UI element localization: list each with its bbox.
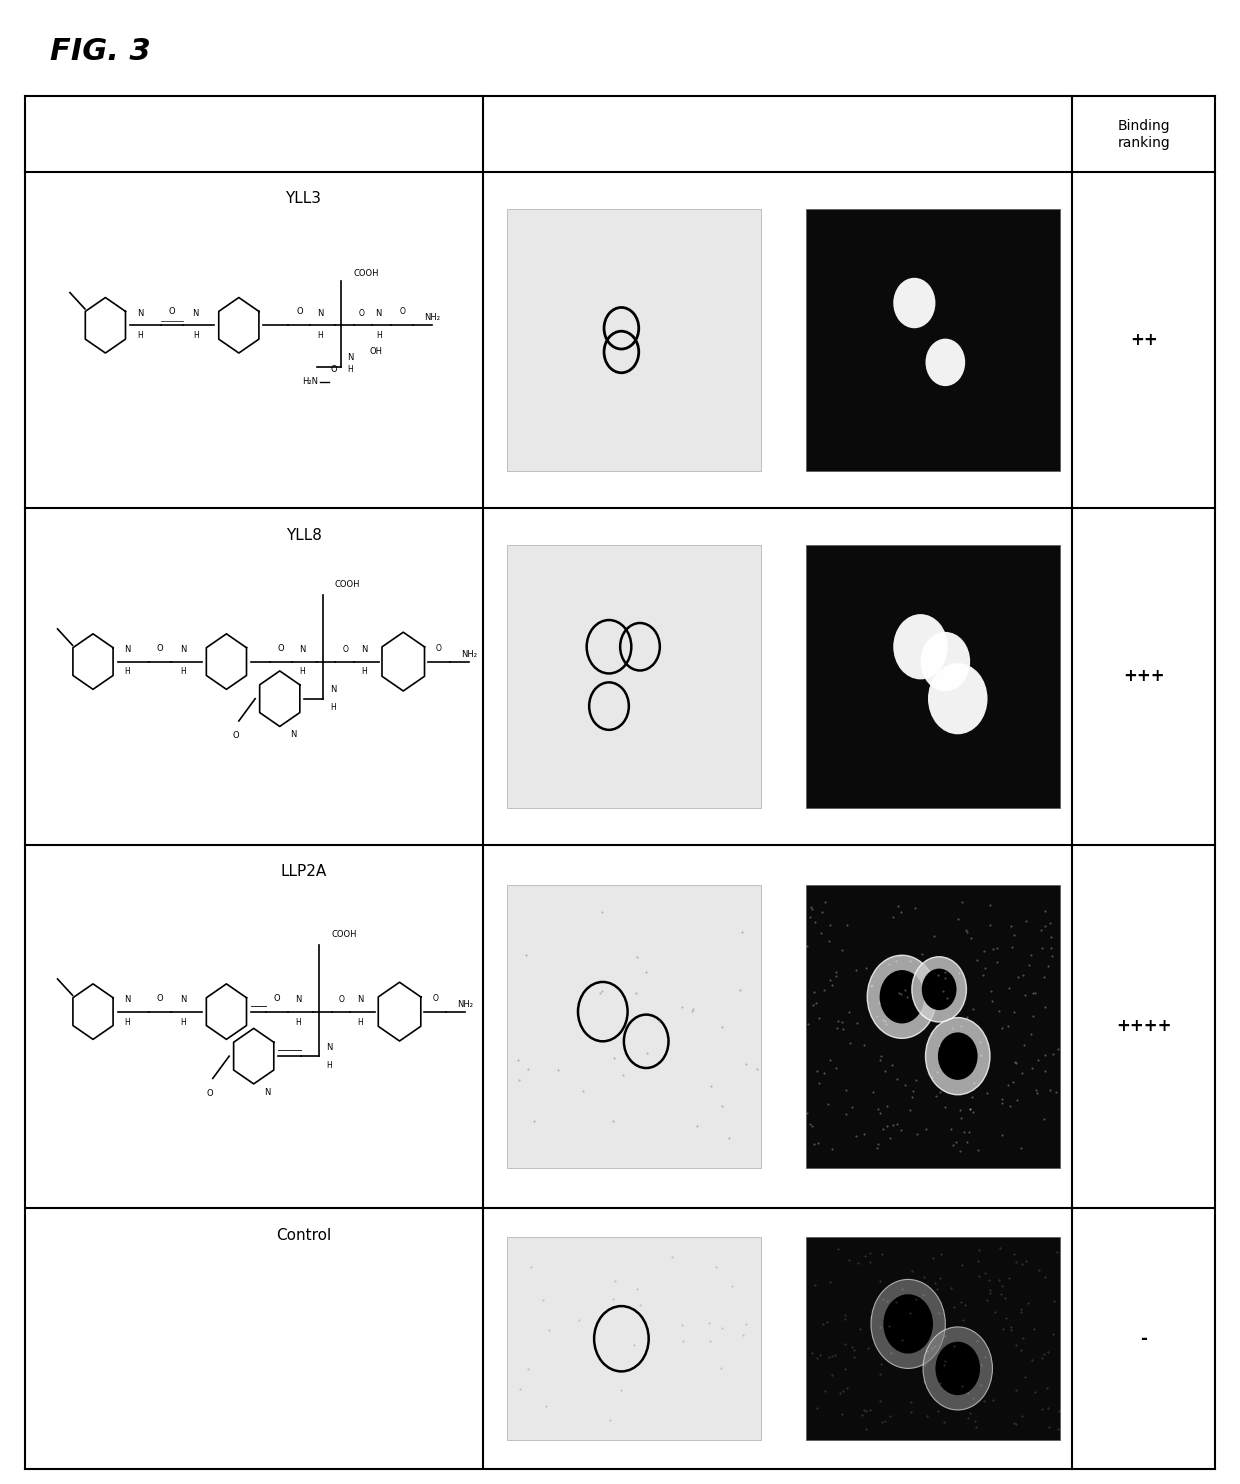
Text: N: N xyxy=(317,309,324,318)
Text: -: - xyxy=(1141,1330,1147,1347)
Text: O: O xyxy=(339,996,345,1005)
Text: N: N xyxy=(361,646,367,654)
Text: N: N xyxy=(330,686,336,695)
Bar xyxy=(507,1238,761,1441)
Circle shape xyxy=(935,1342,980,1395)
Text: N: N xyxy=(357,996,363,1005)
Circle shape xyxy=(928,663,987,735)
Bar xyxy=(806,209,1060,472)
Text: O: O xyxy=(278,644,284,653)
Text: H: H xyxy=(295,1018,301,1027)
Circle shape xyxy=(925,1018,990,1095)
Text: N: N xyxy=(180,646,186,654)
Text: H: H xyxy=(299,668,305,677)
Text: H₂N: H₂N xyxy=(303,377,319,386)
Circle shape xyxy=(921,969,956,1011)
Text: H: H xyxy=(136,331,143,340)
Circle shape xyxy=(893,614,947,680)
Text: ++++: ++++ xyxy=(1116,1018,1172,1036)
Text: N: N xyxy=(124,646,130,654)
Text: O: O xyxy=(436,644,441,653)
Text: N: N xyxy=(295,996,301,1005)
Text: O: O xyxy=(156,994,162,1003)
Text: N: N xyxy=(347,353,353,362)
Circle shape xyxy=(893,278,935,328)
Circle shape xyxy=(870,1279,945,1368)
Text: O: O xyxy=(274,994,280,1003)
Bar xyxy=(806,884,1060,1168)
Circle shape xyxy=(879,971,924,1024)
Text: +++: +++ xyxy=(1123,668,1164,686)
Text: H: H xyxy=(326,1061,332,1070)
Text: O: O xyxy=(331,365,337,374)
Text: H: H xyxy=(180,1018,186,1027)
Text: H: H xyxy=(330,703,336,712)
Text: YLL8: YLL8 xyxy=(285,527,321,543)
Text: H: H xyxy=(192,331,198,340)
Text: N: N xyxy=(136,309,143,318)
Text: H: H xyxy=(317,331,324,340)
Text: N: N xyxy=(290,730,296,739)
Text: NH₂: NH₂ xyxy=(458,1000,472,1009)
Text: N: N xyxy=(376,309,382,318)
Bar xyxy=(806,545,1060,807)
Text: COOH: COOH xyxy=(353,269,379,278)
Bar xyxy=(806,1238,1060,1441)
Text: FIG. 3: FIG. 3 xyxy=(50,37,150,67)
Text: O: O xyxy=(207,1089,213,1098)
Text: O: O xyxy=(296,307,303,316)
Bar xyxy=(507,545,761,807)
Text: Binding
ranking: Binding ranking xyxy=(1117,119,1171,150)
Text: H: H xyxy=(124,1018,130,1027)
Text: N: N xyxy=(264,1088,270,1097)
Text: H: H xyxy=(361,668,367,677)
Text: H: H xyxy=(180,668,186,677)
Text: O: O xyxy=(358,309,365,318)
Text: OH: OH xyxy=(370,347,383,356)
Text: O: O xyxy=(433,994,438,1003)
Bar xyxy=(507,884,761,1168)
Text: NH₂: NH₂ xyxy=(461,650,476,659)
Text: COOH: COOH xyxy=(331,930,357,939)
Circle shape xyxy=(925,338,965,386)
Text: COOH: COOH xyxy=(335,580,361,589)
Text: O: O xyxy=(169,307,175,316)
Text: N: N xyxy=(192,309,198,318)
Text: LLP2A: LLP2A xyxy=(280,864,326,879)
Text: N: N xyxy=(326,1043,332,1052)
Text: YLL3: YLL3 xyxy=(285,191,321,206)
Text: O: O xyxy=(233,732,239,741)
Text: O: O xyxy=(399,307,405,316)
Text: H: H xyxy=(347,365,353,374)
Circle shape xyxy=(937,1033,977,1080)
Bar xyxy=(507,209,761,472)
Circle shape xyxy=(883,1294,932,1353)
Text: N: N xyxy=(299,646,305,654)
Circle shape xyxy=(867,956,936,1039)
Circle shape xyxy=(923,1327,992,1410)
Circle shape xyxy=(911,957,966,1022)
Text: N: N xyxy=(180,996,186,1005)
Text: O: O xyxy=(156,644,162,653)
Text: H: H xyxy=(124,668,130,677)
Text: H: H xyxy=(357,1018,363,1027)
Text: O: O xyxy=(342,646,348,654)
Text: N: N xyxy=(124,996,130,1005)
Text: NH₂: NH₂ xyxy=(424,313,440,322)
Text: H: H xyxy=(376,331,382,340)
Text: Control: Control xyxy=(277,1227,331,1242)
Text: ++: ++ xyxy=(1130,331,1158,349)
Circle shape xyxy=(920,632,970,692)
